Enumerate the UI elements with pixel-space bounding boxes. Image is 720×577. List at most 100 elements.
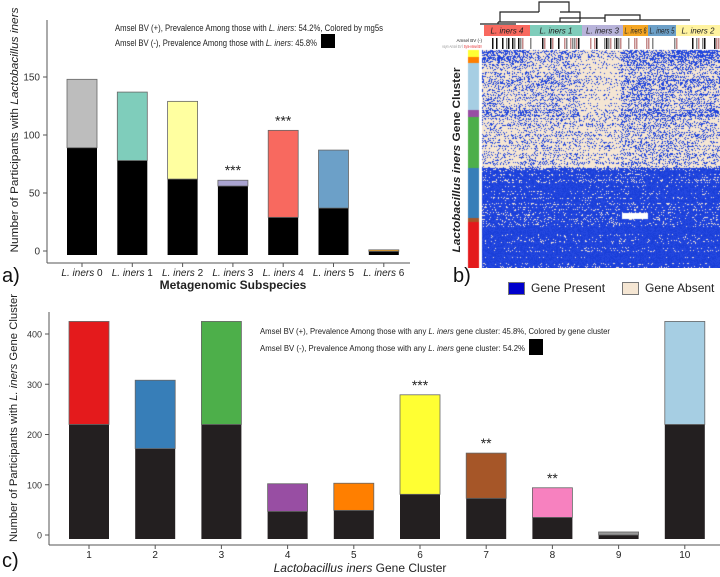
subspecies-group-band — [648, 25, 676, 36]
subspecies-group-label: L. iners 5 — [650, 27, 675, 36]
x-tick-label: 5 — [351, 550, 357, 561]
gene-present-label: Gene Present — [531, 281, 606, 295]
subspecies-group-band — [530, 25, 582, 36]
text-part: L. iners — [428, 344, 454, 353]
bar-segment-bv-positive — [116, 91, 148, 161]
bv-annotation-mark — [552, 38, 554, 49]
bar-segment-bv-negative — [466, 498, 507, 539]
bv-annotation-mark — [674, 38, 676, 49]
bv-annotation-mark — [502, 38, 504, 49]
legend-gene-present: Gene Present — [508, 281, 606, 296]
dendrogram — [480, 1, 690, 25]
bv-annotation-mark — [646, 38, 648, 49]
bar-segment-bv-negative — [167, 179, 198, 255]
bar-segment-bv-positive — [664, 321, 706, 425]
x-tick-label: L. iners 4 — [263, 268, 305, 279]
text-part: Amsel BV (+), Prevalence Among those wit… — [115, 23, 269, 33]
bv-annotation-mark — [716, 38, 718, 49]
y-tick-label: 200 — [27, 430, 42, 440]
text-part: L. iners — [263, 268, 299, 279]
text-part: L. iners — [8, 363, 20, 401]
bv-annotation-mark — [702, 38, 704, 49]
x-tick-label: 7 — [483, 550, 489, 561]
text-part: L. iners — [266, 38, 292, 48]
text-part: 3 — [248, 268, 254, 279]
bar-segment-bv-positive — [598, 531, 639, 536]
bv-annotation-mark — [530, 38, 532, 49]
bar-segment-bv-negative — [267, 511, 308, 539]
legend-bv-positive: Amsel BV (+), Prevalence Among those wit… — [115, 23, 383, 33]
text-part: gene cluster: 45.8%, Colored by gene clu… — [454, 327, 611, 336]
bv-annotation-mark — [496, 38, 498, 49]
y-tick-label: 0 — [34, 247, 40, 258]
bar-segment-bv-negative — [117, 160, 148, 255]
text-part: Number of Participants with — [8, 401, 20, 542]
gene-present-swatch — [508, 282, 525, 296]
subspecies-group-label: L. iners 3 — [586, 27, 619, 36]
subspecies-group-label: L. iners 4 — [491, 27, 524, 36]
subspecies-group-label: L. iners 1 — [540, 27, 573, 36]
text-part: Number of Participants with — [9, 105, 21, 253]
text-part: L. iners — [61, 268, 97, 279]
bar-segment-bv-positive — [167, 100, 199, 180]
chart-c-gene-cluster: 0 100 200 300 400 1 2 3 4 5 6 *** 7 ** 8 ** 9 10 Number of… — [8, 294, 720, 575]
bar-segment-bv-positive — [200, 321, 242, 425]
legend-bv-negative-swatch — [529, 339, 543, 355]
bv-annotation-mark — [578, 38, 580, 49]
x-tick-label: L. iners 1 — [112, 268, 154, 279]
bv-annotation-mark — [576, 38, 578, 49]
bar-segment-bv-negative — [368, 251, 399, 255]
bv-annotation-mark — [542, 38, 544, 49]
bar-segment-bv-positive — [217, 179, 249, 187]
bar-segment-bv-positive — [399, 394, 441, 495]
x-tick-label: 6 — [417, 550, 423, 561]
panel-label-a: a) — [2, 265, 20, 287]
significance-marker: *** — [412, 377, 429, 393]
y-tick-label: 400 — [27, 330, 42, 340]
text-part: gene cluster: 54.2% — [454, 344, 525, 353]
gene-absent-swatch — [622, 282, 639, 296]
subspecies-group-label: L. iners 6 — [625, 27, 647, 36]
bv-annotation-mark — [628, 38, 630, 49]
x-tick-label: L. iners 5 — [313, 268, 355, 279]
y-tick-label: 300 — [27, 380, 42, 390]
bv-annotation-mark — [566, 38, 568, 49]
text-part: L. iners — [112, 268, 148, 279]
subspecies-group-band — [582, 25, 623, 36]
bar-segment-bv-negative — [598, 535, 639, 539]
bar-segment-bv-negative — [201, 424, 242, 539]
y-tick-label: 100 — [27, 480, 42, 490]
sym-label: Sym-Amsel BV — [464, 44, 482, 49]
x-tick-label: L. iners 3 — [212, 268, 254, 279]
bv-annotation-mark — [606, 38, 608, 49]
x-tick-label: 2 — [152, 550, 158, 561]
heatmap-annotations: L. iners 4 L. iners 1 L. iners 3 L. iners 6… — [442, 1, 720, 253]
subspecies-group-band — [623, 25, 648, 36]
text-part: Lactobacillus iners — [9, 7, 21, 105]
bar-segment-bv-negative — [318, 208, 349, 255]
text-part: Gene Cluster — [451, 67, 463, 145]
bv-annotation-mark — [718, 38, 720, 49]
bv-annotation-mark — [570, 38, 572, 49]
bar-segment-bv-negative — [268, 217, 299, 255]
bv-annotation-mark — [714, 38, 716, 49]
text-part: Gene Cluster — [372, 561, 446, 575]
x-tick-label: 3 — [219, 550, 225, 561]
subspecies-group-label: L. iners 2 — [682, 27, 715, 36]
bv-annotation-mark — [574, 38, 576, 49]
text-part: 5 — [349, 268, 355, 279]
x-tick-label: 10 — [679, 550, 691, 561]
significance-marker: *** — [275, 112, 292, 128]
bar-segment-bv-positive — [66, 78, 98, 149]
bv-annotation-mark — [634, 38, 636, 49]
significance-marker: *** — [225, 162, 242, 178]
x-tick-label: 8 — [550, 550, 556, 561]
bv-annotation-mark — [558, 38, 560, 49]
bv-annotation-mark — [518, 38, 520, 49]
text-part: L. iners — [313, 268, 349, 279]
bar-segment-bv-positive — [267, 483, 309, 512]
y-tick-label: 150 — [23, 73, 40, 84]
bv-annotation-mark — [704, 38, 706, 49]
text-part: Gene Cluster — [8, 294, 20, 364]
